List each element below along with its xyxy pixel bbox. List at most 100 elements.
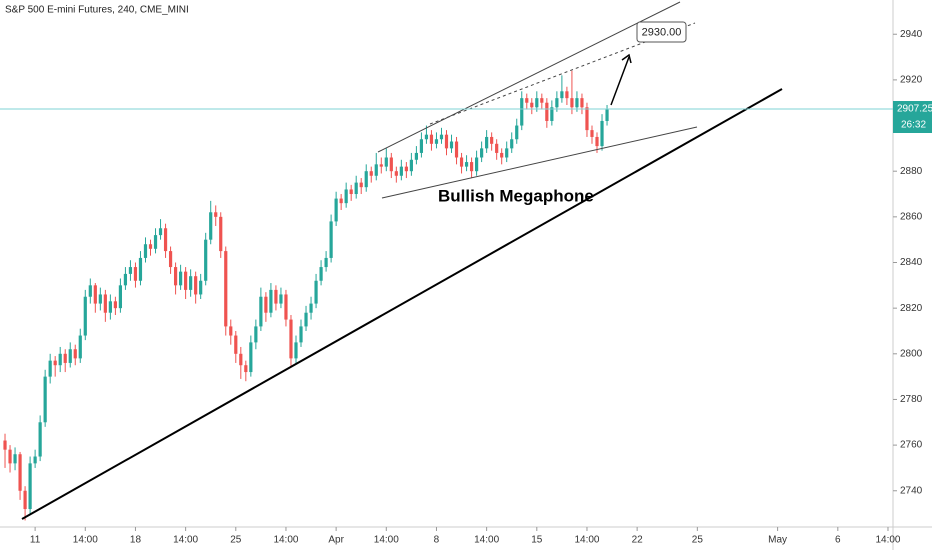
candle-body xyxy=(63,353,67,363)
y-tick-label: 2940 xyxy=(900,29,923,40)
candle-body xyxy=(13,454,17,464)
candle-body xyxy=(163,228,168,252)
candle-body xyxy=(43,376,47,423)
y-tick-label: 2820 xyxy=(900,303,923,314)
candle-body xyxy=(309,303,313,313)
megaphone-upper xyxy=(377,1,681,153)
candle-body xyxy=(419,139,424,153)
x-tick-label: 14:00 xyxy=(173,535,198,546)
candle-body xyxy=(194,276,198,295)
megaphone-lower xyxy=(381,126,698,199)
y-tick-label: 2860 xyxy=(900,211,923,222)
candle-body xyxy=(525,98,529,103)
x-tick-label: Apr xyxy=(328,535,344,546)
candle-body xyxy=(359,182,363,188)
trendline xyxy=(21,88,783,520)
candle-body xyxy=(108,301,112,313)
candle-body xyxy=(545,102,549,121)
x-tick-label: 8 xyxy=(434,535,440,546)
candle-body xyxy=(199,280,203,295)
candle-body xyxy=(485,136,489,149)
x-tick-label: 15 xyxy=(531,535,543,546)
candle-body xyxy=(289,319,293,359)
candle-body xyxy=(439,134,444,140)
y-tick-label: 2800 xyxy=(900,348,923,359)
candle-body xyxy=(269,289,273,313)
y-tick-label: 2880 xyxy=(900,166,923,177)
candle-body xyxy=(324,257,328,268)
chart-title: S&P 500 E-mini Futures, 240, CME_MINI xyxy=(5,5,189,16)
candle-body xyxy=(204,239,208,281)
candle-body xyxy=(284,294,288,320)
candle-body xyxy=(434,139,439,144)
candle-body xyxy=(444,134,449,149)
candle-body xyxy=(560,91,564,99)
candle-body xyxy=(399,166,403,176)
candle-body xyxy=(535,98,539,108)
countdown-label: 26:32 xyxy=(901,120,926,131)
candle-body xyxy=(369,171,373,176)
candle-body xyxy=(88,285,92,297)
candle-body xyxy=(319,267,323,281)
candle-body xyxy=(394,171,398,176)
candle-body xyxy=(500,152,504,158)
candle-body xyxy=(264,296,268,313)
arrow xyxy=(610,56,630,106)
candle-body xyxy=(103,294,107,313)
target-box xyxy=(636,21,687,43)
candle-body xyxy=(58,353,62,366)
x-tick-label: 11 xyxy=(30,535,41,546)
last-price-box xyxy=(893,100,932,117)
x-tick-label: 14:00 xyxy=(574,535,599,546)
candle-body xyxy=(68,349,72,363)
candle-body xyxy=(209,212,213,240)
candle-body xyxy=(274,289,278,304)
candle-body xyxy=(409,159,413,172)
candle-body xyxy=(550,107,554,121)
candle-body xyxy=(334,198,338,222)
candle-body xyxy=(429,134,434,144)
y-tick-label: 2780 xyxy=(900,394,923,405)
candle-body xyxy=(73,349,77,359)
candle-body xyxy=(48,360,52,377)
candle-body xyxy=(520,98,524,126)
y-tick-label: 2840 xyxy=(900,257,923,268)
candle-body xyxy=(414,152,418,160)
candle-body xyxy=(3,440,7,450)
candle-body xyxy=(173,267,178,286)
candle-body xyxy=(495,143,499,153)
candle-body xyxy=(575,98,579,108)
candle-body xyxy=(349,189,353,195)
candle-body xyxy=(184,271,188,290)
x-tick-label: May xyxy=(768,535,787,546)
candle-body xyxy=(374,164,378,176)
drawings: 2930.00 Bullish Megaphone xyxy=(21,1,783,520)
candle-body xyxy=(490,136,494,144)
candle-body xyxy=(254,326,258,343)
candle-body xyxy=(219,216,223,252)
x-tick-label: 14:00 xyxy=(73,535,98,546)
annotation: Bullish Megaphone xyxy=(438,186,594,205)
candle-body xyxy=(404,166,408,172)
candle-body xyxy=(480,148,484,158)
candle-body xyxy=(224,251,228,327)
y-tick-label: 2760 xyxy=(900,440,923,451)
candle-body xyxy=(53,360,57,366)
candle-body xyxy=(505,148,509,158)
candle-body xyxy=(314,280,318,304)
candle-body xyxy=(38,422,42,457)
x-tick-label: 25 xyxy=(230,535,242,546)
candle-body xyxy=(364,171,368,188)
arrow-head xyxy=(621,53,632,64)
x-tick-label: 14:00 xyxy=(875,535,900,546)
candle-body xyxy=(555,98,559,108)
x-tick-label: 25 xyxy=(692,535,704,546)
candle-body xyxy=(515,125,519,140)
candle-body xyxy=(459,157,464,167)
target-label: 2930.00 xyxy=(642,26,682,38)
candle-body xyxy=(113,301,117,309)
candle-body xyxy=(244,365,248,373)
candle-body xyxy=(249,342,253,373)
